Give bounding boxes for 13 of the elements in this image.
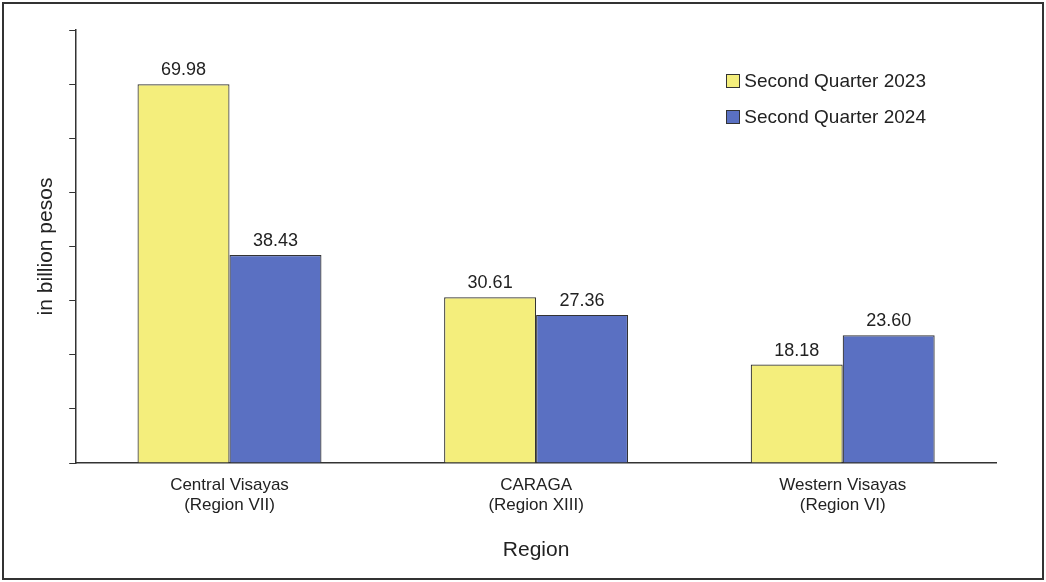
- data-label: 69.98: [160, 59, 207, 80]
- x-tick-label: CARAGA (Region XIII): [488, 474, 584, 515]
- x-tick-label: Central Visayas (Region VII): [170, 474, 289, 515]
- data-label: 38.43: [252, 229, 299, 250]
- legend-label: Second Quarter 2023: [744, 70, 926, 92]
- x-axis-title: Region: [502, 537, 570, 561]
- data-label: 18.18: [774, 339, 820, 360]
- data-label: 27.36: [559, 289, 605, 310]
- x-tick-label: Western Visayas (Region VI): [779, 474, 907, 515]
- y-axis-title: in billion pesos: [33, 177, 57, 316]
- legend-label: Second Quarter 2024: [744, 106, 926, 128]
- data-label: 23.60: [866, 310, 912, 331]
- data-label: 30.61: [467, 272, 513, 293]
